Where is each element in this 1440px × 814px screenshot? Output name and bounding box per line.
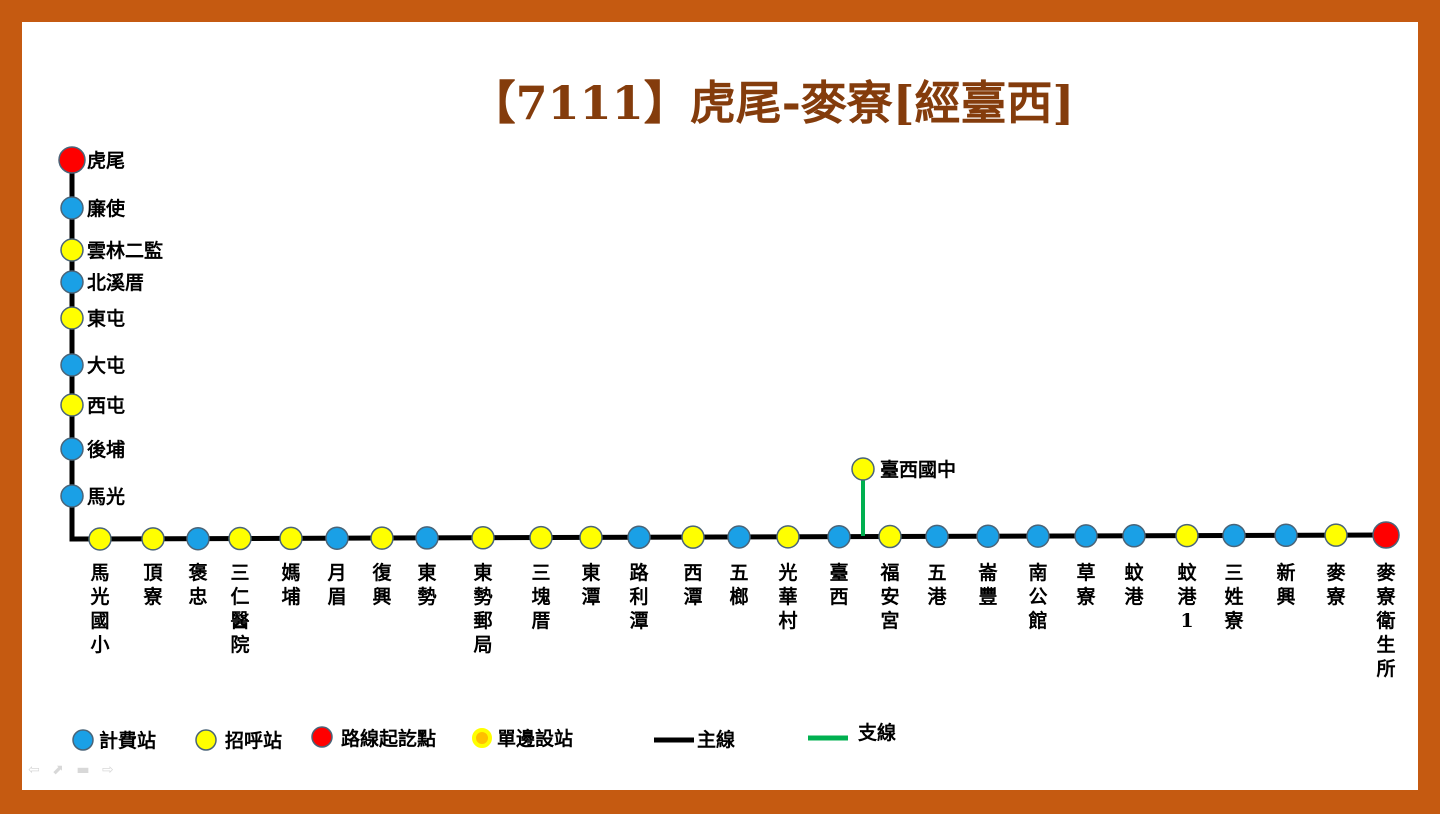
legend-item-flag: 招呼站 — [195, 729, 282, 752]
horizontal-stop-label-9: 三塊厝 — [531, 562, 550, 632]
horizontal-stop-marker-21 — [1122, 524, 1146, 548]
route-map-slide: 【7111】虎尾-麥寮[經臺西] 虎尾廉使雲林二監北溪厝東屯大屯西屯後埔馬光馬光… — [22, 22, 1418, 790]
legend-terminal-label: 路線起訖點 — [341, 727, 436, 750]
horizontal-stop-marker-11 — [627, 525, 651, 550]
legend-flag-label: 招呼站 — [225, 729, 282, 752]
horizontal-stop-label-2: 褒忠 — [187, 561, 208, 608]
horizontal-stop-marker-3 — [228, 526, 252, 551]
horizontal-stop-label-3: 三仁醫院 — [230, 562, 249, 656]
horizontal-stop-label-17: 五港 — [927, 562, 947, 608]
vertical-stop-marker-2 — [60, 238, 84, 262]
horizontal-stop-marker-2 — [186, 526, 210, 551]
horizontal-stop-marker-26 — [1372, 521, 1400, 549]
vertical-stop-label-5: 大屯 — [87, 354, 125, 377]
horizontal-stop-marker-4 — [279, 526, 303, 551]
route-lines — [69, 160, 1387, 542]
horizontal-stop-label-19: 南公館 — [1028, 562, 1047, 632]
vertical-stop-label-0: 虎尾 — [87, 149, 125, 172]
legend-toll-symbol — [72, 729, 94, 751]
vertical-stop-marker-1 — [60, 196, 84, 220]
horizontal-stop-marker-13 — [727, 525, 751, 549]
horizontal-stop-label-13: 五榔 — [729, 562, 748, 608]
vertical-stop-marker-3 — [60, 270, 84, 294]
legend-one-side-label: 單邊設站 — [497, 727, 573, 750]
vertical-stop-label-7: 後埔 — [87, 438, 125, 461]
horizontal-stop-label-12: 西潭 — [683, 562, 702, 608]
horizontal-stop-marker-12 — [681, 525, 705, 549]
legend-item-branch-line: 支線 — [808, 721, 896, 744]
horizontal-stop-marker-16 — [878, 524, 902, 549]
stops-layer: 虎尾廉使雲林二監北溪厝東屯大屯西屯後埔馬光馬光國小頂寮褒忠三仁醫院媽埔月眉復興東… — [58, 146, 1400, 680]
vertical-stop-label-6: 西屯 — [87, 394, 125, 417]
horizontal-stop-marker-5 — [325, 526, 349, 550]
vertical-stop-marker-8 — [60, 484, 84, 508]
legend: 計費站 招呼站 路線起訖點 單邊設站 主線 支線 — [72, 721, 896, 752]
horizontal-stop-label-18: 崙豐 — [977, 561, 998, 608]
horizontal-stop-label-23: 三姓寮 — [1223, 562, 1244, 632]
horizontal-stop-marker-9 — [529, 525, 553, 550]
horizontal-stop-label-24: 新興 — [1276, 561, 1295, 608]
horizontal-stop-label-8: 東勢郵局 — [473, 561, 492, 656]
legend-main-line-label: 主線 — [697, 728, 735, 751]
legend-flag-symbol — [195, 729, 217, 751]
horizontal-stop-label-26: 麥寮衛生所 — [1375, 561, 1396, 680]
vertical-stop-label-1: 廉使 — [87, 197, 126, 220]
horizontal-stop-label-10: 東潭 — [581, 561, 600, 608]
horizontal-stop-marker-17 — [925, 524, 949, 549]
horizontal-stop-marker-22 — [1175, 523, 1199, 548]
legend-item-toll: 計費站 — [72, 729, 156, 752]
horizontal-stop-label-15: 臺西 — [829, 561, 848, 608]
horizontal-stop-label-4: 媽埔 — [281, 561, 300, 608]
horizontal-stop-marker-20 — [1074, 524, 1098, 548]
legend-item-one-side: 單邊設站 — [472, 727, 573, 750]
horizontal-stop-marker-24 — [1274, 523, 1298, 548]
horizontal-stop-marker-19 — [1026, 524, 1050, 548]
horizontal-stop-marker-18 — [976, 524, 1000, 548]
route-diagram: 【7111】虎尾-麥寮[經臺西] 虎尾廉使雲林二監北溪厝東屯大屯西屯後埔馬光馬光… — [58, 76, 1400, 752]
horizontal-stop-marker-1 — [141, 527, 165, 551]
horizontal-stop-label-11: 路利潭 — [629, 561, 649, 632]
route-title: 【7111】虎尾-麥寮[經臺西] — [470, 76, 1075, 130]
vertical-stop-marker-4 — [60, 306, 84, 330]
horizontal-stop-marker-10 — [579, 525, 603, 550]
legend-item-main-line: 主線 — [654, 728, 735, 751]
horizontal-stop-label-22: 蚊港 1 — [1177, 561, 1197, 632]
legend-toll-label: 計費站 — [99, 729, 156, 752]
horizontal-stop-label-1: 頂寮 — [142, 562, 163, 608]
horizontal-stop-marker-25 — [1324, 523, 1348, 547]
vertical-stop-label-4: 東屯 — [87, 307, 125, 330]
horizontal-stop-label-21: 蚊港 — [1124, 561, 1144, 608]
slide-nav-controls[interactable]: ⇦ ⬈ ▬ ⇨ — [28, 762, 118, 778]
horizontal-stop-marker-14 — [776, 525, 800, 549]
legend-one-side-symbol — [472, 728, 492, 748]
vertical-stop-marker-7 — [60, 437, 84, 461]
horizontal-stop-label-0: 馬光國小 — [89, 562, 109, 656]
legend-terminal-symbol — [311, 726, 333, 748]
horizontal-stop-marker-0 — [88, 527, 112, 551]
horizontal-stop-marker-15 — [827, 524, 851, 549]
horizontal-stop-marker-23 — [1222, 523, 1246, 548]
main-line — [69, 160, 1387, 542]
legend-item-terminal: 路線起訖點 — [311, 726, 436, 750]
horizontal-stop-label-25: 麥寮 — [1325, 561, 1346, 608]
vertical-stop-label-3: 北溪厝 — [87, 272, 144, 294]
horizontal-stop-marker-6 — [370, 526, 394, 550]
branch-stop-label: 臺西國中 — [880, 458, 956, 481]
vertical-stop-marker-6 — [60, 393, 84, 417]
horizontal-stop-label-5: 月眉 — [326, 562, 346, 608]
horizontal-stop-label-14: 光華村 — [777, 561, 797, 632]
vertical-stop-marker-5 — [60, 353, 84, 377]
horizontal-stop-label-20: 草寮 — [1075, 561, 1096, 608]
horizontal-stop-label-6: 復興 — [371, 561, 392, 608]
vertical-stop-marker-0 — [58, 146, 86, 174]
branch-stop-marker-0 — [851, 457, 875, 481]
horizontal-stop-marker-7 — [415, 526, 439, 550]
vertical-stop-label-8: 馬光 — [87, 485, 125, 508]
vertical-stop-label-2: 雲林二監 — [87, 239, 163, 262]
legend-branch-line-label: 支線 — [857, 721, 896, 744]
horizontal-stop-label-7: 東勢 — [417, 561, 436, 608]
horizontal-stop-marker-8 — [471, 526, 495, 550]
horizontal-stop-label-16: 福安宮 — [879, 561, 899, 632]
